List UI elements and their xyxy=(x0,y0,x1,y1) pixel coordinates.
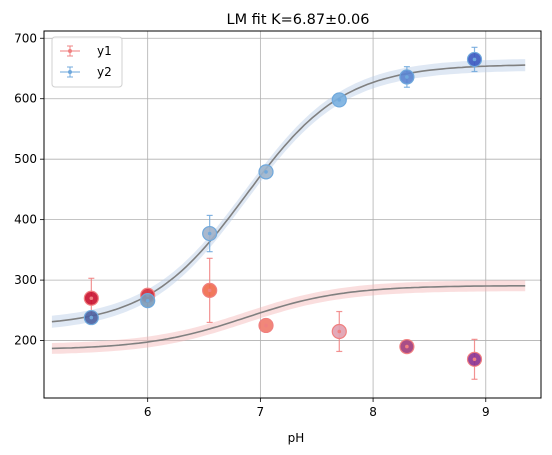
legend-marker-y1 xyxy=(60,45,80,57)
data-point-center-y2 xyxy=(207,231,212,236)
legend-label-y1: y1 xyxy=(97,44,112,58)
data-point-center-y2 xyxy=(405,75,409,79)
x-axis-label: pH xyxy=(288,431,305,445)
error-bars xyxy=(88,46,478,380)
y-tick-label: 300 xyxy=(14,273,37,287)
y-tick-label: 400 xyxy=(14,213,37,227)
fit-line-y1 xyxy=(51,285,526,350)
data-point-center-y1 xyxy=(472,357,477,362)
grid xyxy=(44,31,541,398)
data-point-center-y2 xyxy=(264,170,268,174)
y-tick-label: 600 xyxy=(14,92,37,106)
y-tick-label: 500 xyxy=(14,152,37,166)
y-ticks: 200 300 400 500 600 700 xyxy=(14,31,44,348)
x-ticks: 6 7 8 9 xyxy=(144,398,490,419)
y-tick-label: 700 xyxy=(14,31,37,45)
y-tick-label: 200 xyxy=(14,334,37,348)
x-tick-label: 6 xyxy=(144,405,152,419)
x-tick-label: 7 xyxy=(257,405,265,419)
legend-marker-y2 xyxy=(60,66,80,78)
fit-band-y1 xyxy=(51,280,526,354)
chart-title: LM fit K=6.87±0.06 xyxy=(226,12,369,28)
fit-line-y2 xyxy=(51,64,526,323)
data-point-center-y2 xyxy=(145,298,150,303)
data-point-center-y1 xyxy=(337,329,342,334)
data-point-center-y1 xyxy=(207,288,212,293)
data-point-center-y2 xyxy=(337,98,342,102)
data-points xyxy=(83,51,483,367)
data-point-center-y1 xyxy=(405,344,409,349)
legend: y1 y2 xyxy=(51,36,123,88)
plot-frame xyxy=(43,30,542,399)
data-point-center-y2 xyxy=(89,315,94,320)
data-point-center-y1 xyxy=(89,296,94,301)
x-tick-label: 8 xyxy=(369,405,377,419)
fit-lines xyxy=(51,64,526,350)
data-point-center-y2 xyxy=(472,57,477,62)
x-tick-label: 9 xyxy=(482,405,490,419)
fit-bands xyxy=(51,59,526,354)
legend-label-y2: y2 xyxy=(97,65,112,79)
data-point-center-y1 xyxy=(264,323,268,328)
